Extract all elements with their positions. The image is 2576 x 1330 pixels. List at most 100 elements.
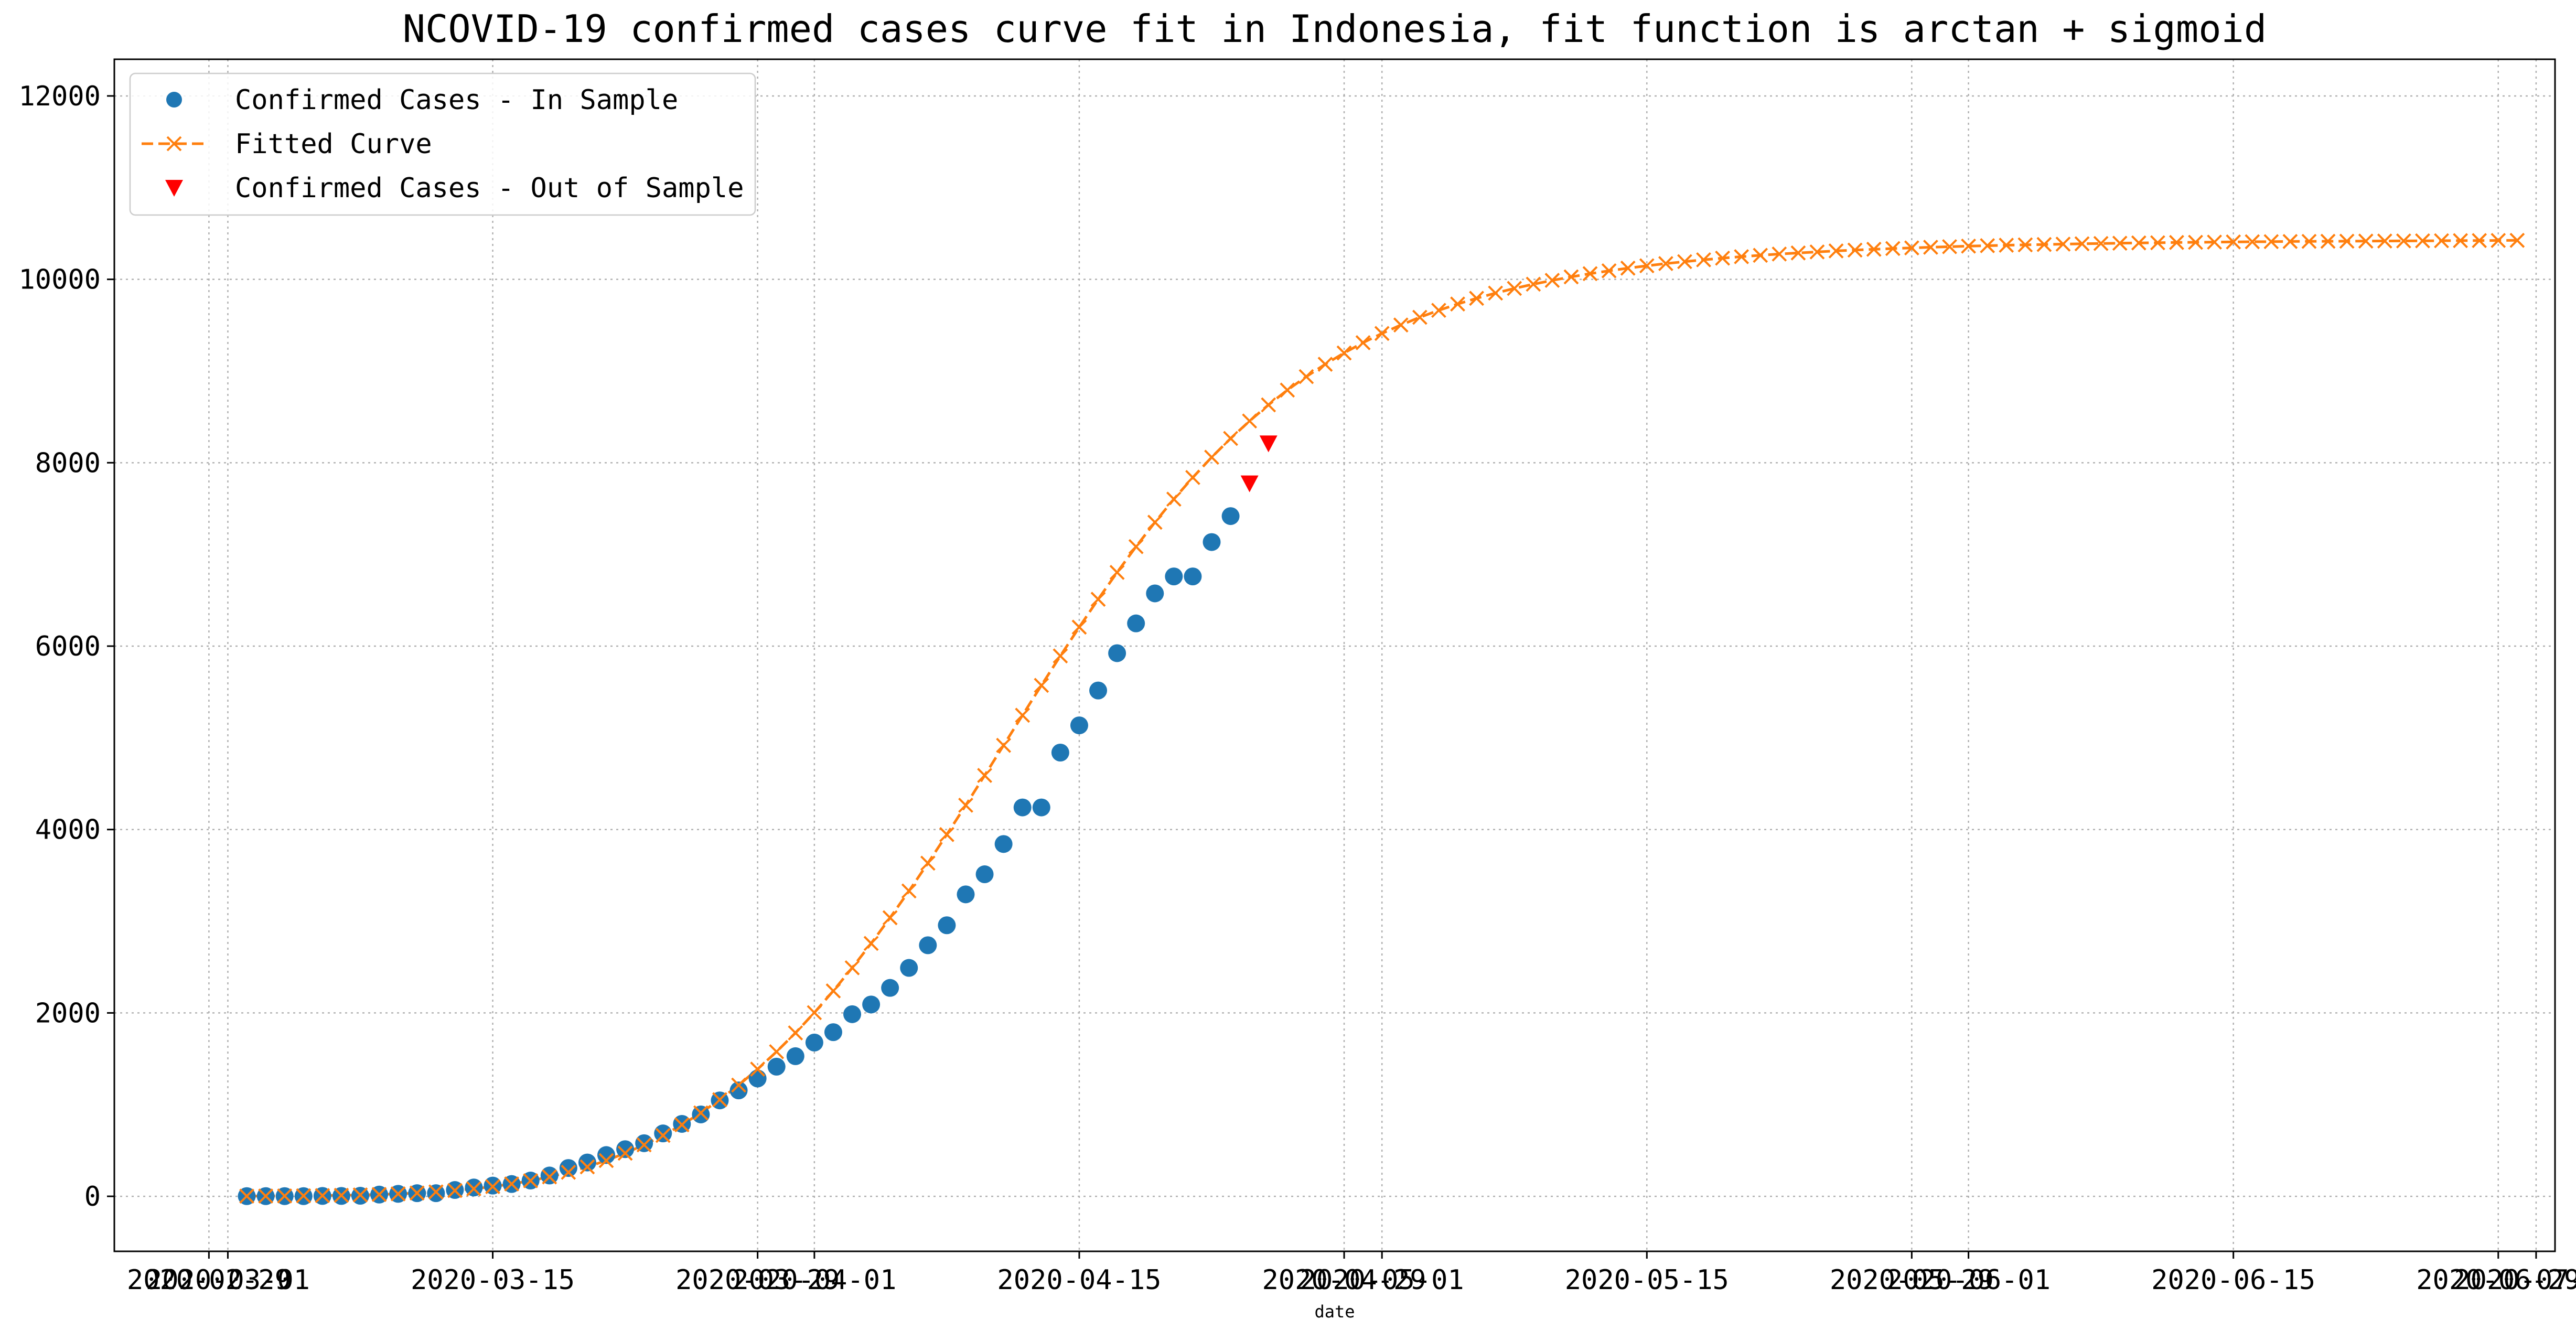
fitted-curve-point [1866,241,1882,257]
in-sample-point [881,979,899,997]
y-tick-label: 0 [84,1181,101,1213]
legend-box [129,72,756,216]
fitted-curve-point [2320,233,2336,249]
in-sample-point [994,835,1013,853]
fitted-curve-point [2150,235,2165,251]
fitted-curve-point [1185,470,1200,485]
fitted-curve-point [977,768,992,783]
fitted-curve-point [996,737,1012,753]
in-sample-point [1146,584,1164,603]
fitted-curve-point [1166,491,1182,507]
y-tick-label: 12000 [18,81,101,112]
fitted-curve-point [1280,382,1295,398]
fitted-curve-point [2301,233,2317,249]
in-sample-point [1013,798,1032,817]
in-sample-point [1221,507,1240,525]
y-tick-label: 4000 [35,814,101,846]
fitted-curve-point [239,1188,254,1204]
fitted-curve-point [1658,256,1673,271]
fitted-curve-point [258,1188,274,1204]
legend-marker-fitted [166,136,182,152]
fitted-curve-point [542,1169,557,1185]
x-axis-label: date [1314,1302,1355,1322]
legend: Confirmed Cases - In Sample Fitted Curve C… [129,72,756,216]
fitted-curve-point [1242,413,1258,429]
in-sample-point [786,1047,804,1065]
in-sample-point [1165,567,1183,586]
legend-label: Confirmed Cases - Out of Sample [235,173,744,204]
x-tick-label: 2020-06-29 [2416,1264,2576,1296]
in-sample-point [957,885,975,904]
fitted-curve-point [409,1185,425,1201]
fitted-curve-point [2453,233,2468,249]
fitted-curve-point [1147,514,1163,530]
fitted-curve-point [636,1137,652,1153]
fitted-curve-point [2377,233,2392,249]
in-sample-point [919,936,937,954]
fitted-curve-point [504,1176,520,1192]
out-of-sample-point [1259,435,1278,453]
y-tick-label: 6000 [35,631,101,662]
fitted-curve-point [712,1092,727,1108]
in-sample-point [938,916,956,935]
axis-ticks: 0200040006000800010000120002020-02-29202… [18,81,2576,1296]
fitted-curve-point [617,1145,633,1161]
fitted-curve-point [882,910,898,926]
fitted-curve-point [807,1005,822,1021]
fitted-curve-point [1336,345,1352,361]
fitted-curve-point [2207,234,2223,250]
fitted-curve-point [2509,232,2525,248]
in-sample-point [900,959,918,977]
x-tick-label: 2020-06-01 [1886,1264,2051,1296]
fitted-curve-point [1526,276,1541,292]
fitted-curve-point [958,797,973,813]
x-tick-label: 2020-06-15 [2151,1264,2315,1296]
fitted-curve-point [561,1164,576,1180]
fitted-curve-point [1015,707,1031,723]
fitted-curve-point [1374,326,1390,341]
x-tick-label: 2020-05-01 [1300,1264,1464,1296]
fitted-curve-point [1128,539,1144,554]
in-sample-point [1184,567,1202,586]
in-sample-point [843,1005,862,1023]
fitted-curve-point [1204,449,1219,465]
x-tick-label: 2020-05-29 [1830,1264,1994,1296]
plot-area [238,232,2525,1205]
fitted-curve-point [1999,238,2014,253]
in-sample-point [616,1140,635,1159]
in-sample-point [654,1124,672,1143]
in-sample-point [597,1146,616,1164]
legend-marker-in-sample [166,92,182,108]
x-tick-label: 2020-04-15 [997,1264,1161,1296]
fitted-curve-point [2188,234,2203,250]
in-sample-point [824,1023,842,1042]
x-tick-label: 2020-03-01 [146,1264,310,1296]
fitted-curve-point [334,1187,349,1203]
fitted-curve-point [1071,619,1087,635]
in-sample-point [1108,644,1126,662]
fitted-curve-point [1469,291,1484,306]
out-of-sample-point [1240,475,1259,492]
in-sample-point [748,1069,767,1088]
fitted-curve-point [2245,234,2260,250]
fitted-curve-point [1677,254,1692,270]
fitted-curve-point [1450,296,1465,312]
in-sample-point [862,995,881,1014]
fitted-curve-point [2491,233,2506,248]
fitted-curve-point [2112,235,2128,251]
fitted-curve-point [1620,260,1636,276]
fitted-curve-point [579,1159,595,1175]
fitted-curve-point [901,883,917,899]
in-sample-point [1032,798,1050,817]
fitted-curve-point [1261,397,1276,413]
fitted-curve-point [2415,233,2430,249]
fitted-curve-point [1828,243,1844,259]
fitted-curve-point [485,1179,500,1194]
fitted-curve-point [1885,241,1901,256]
legend-marker-out-of-sample [165,180,183,197]
in-sample-point [767,1057,786,1076]
fitted-curve-point [769,1044,785,1059]
fitted-curve-point [1904,240,1919,256]
in-sample-point [1089,681,1108,700]
fitted-curve-point [1412,309,1427,325]
